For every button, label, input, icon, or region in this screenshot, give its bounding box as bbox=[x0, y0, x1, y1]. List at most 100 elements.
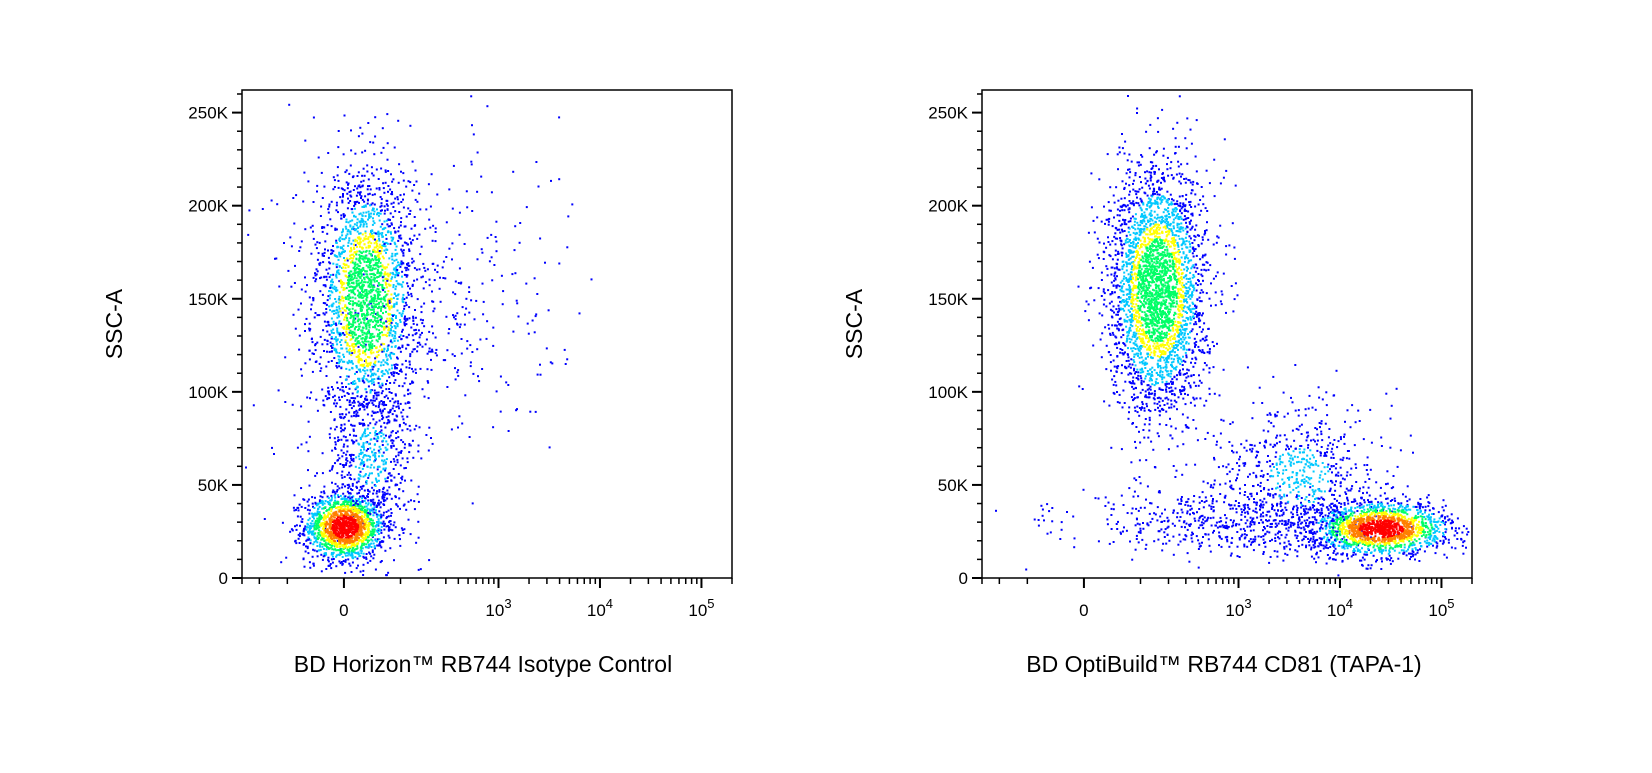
data-point bbox=[339, 240, 341, 242]
data-point bbox=[330, 496, 333, 499]
data-point bbox=[342, 510, 344, 513]
data-point bbox=[390, 446, 393, 449]
data-point bbox=[334, 228, 337, 231]
data-point bbox=[347, 183, 349, 186]
data-point bbox=[387, 170, 390, 172]
data-point bbox=[295, 524, 298, 527]
data-point bbox=[396, 273, 399, 276]
data-point bbox=[357, 512, 360, 515]
data-point bbox=[318, 521, 321, 524]
data-point bbox=[415, 371, 417, 374]
data-point bbox=[349, 164, 352, 167]
data-point bbox=[353, 530, 356, 533]
data-point bbox=[369, 280, 372, 282]
data-point bbox=[307, 498, 310, 501]
data-point bbox=[294, 539, 297, 542]
data-point bbox=[377, 391, 380, 394]
data-point bbox=[377, 432, 380, 435]
data-point bbox=[321, 538, 324, 541]
data-point bbox=[327, 321, 330, 324]
data-point bbox=[363, 454, 366, 456]
data-point bbox=[345, 522, 348, 525]
data-point bbox=[387, 328, 390, 331]
data-point bbox=[354, 527, 357, 529]
data-point bbox=[359, 407, 361, 410]
data-point bbox=[328, 393, 331, 396]
data-point bbox=[382, 439, 385, 442]
data-point bbox=[332, 250, 335, 253]
data-point bbox=[371, 522, 374, 525]
data-point bbox=[406, 428, 409, 431]
data-point bbox=[331, 303, 334, 306]
data-point bbox=[381, 287, 384, 290]
data-point bbox=[408, 451, 411, 454]
data-point bbox=[341, 360, 344, 363]
data-point bbox=[374, 477, 377, 480]
data-point bbox=[401, 244, 404, 247]
data-point bbox=[360, 270, 363, 272]
data-point bbox=[381, 410, 384, 413]
data-point bbox=[322, 527, 325, 530]
data-point bbox=[468, 311, 471, 314]
data-point bbox=[361, 309, 363, 312]
data-point bbox=[287, 269, 290, 272]
data-point bbox=[362, 351, 364, 354]
data-point bbox=[382, 451, 385, 454]
data-point bbox=[377, 449, 380, 452]
data-point bbox=[343, 238, 346, 241]
data-point bbox=[330, 540, 333, 543]
data-point bbox=[304, 362, 307, 365]
data-point bbox=[349, 564, 352, 567]
data-point bbox=[416, 298, 419, 301]
data-point bbox=[364, 429, 366, 432]
data-point bbox=[382, 372, 385, 375]
data-point bbox=[371, 507, 374, 510]
data-point bbox=[373, 296, 376, 299]
data-point bbox=[386, 358, 389, 361]
data-point bbox=[348, 387, 351, 390]
data-point bbox=[378, 212, 380, 215]
data-point bbox=[371, 368, 374, 371]
data-point bbox=[359, 282, 362, 285]
data-point bbox=[335, 526, 338, 528]
data-point bbox=[445, 221, 448, 224]
data-point bbox=[316, 184, 319, 187]
data-point bbox=[357, 536, 360, 539]
data-point bbox=[374, 568, 377, 571]
data-point bbox=[341, 280, 344, 283]
data-point bbox=[409, 287, 411, 290]
data-point bbox=[401, 475, 404, 478]
data-point bbox=[373, 383, 376, 386]
data-point bbox=[345, 181, 348, 184]
data-point bbox=[342, 535, 345, 538]
data-point bbox=[373, 389, 376, 392]
data-point bbox=[339, 542, 342, 545]
data-point bbox=[336, 527, 339, 530]
data-point bbox=[366, 509, 369, 512]
data-point bbox=[386, 349, 389, 351]
data-point bbox=[348, 523, 351, 526]
data-point bbox=[387, 415, 390, 418]
data-point bbox=[327, 390, 330, 393]
data-point bbox=[405, 366, 408, 369]
data-point bbox=[352, 440, 355, 443]
data-point bbox=[416, 323, 419, 326]
data-point bbox=[407, 264, 410, 267]
data-point bbox=[344, 339, 347, 342]
data-point bbox=[343, 214, 346, 217]
data-point bbox=[406, 274, 409, 277]
data-point bbox=[322, 490, 325, 493]
data-point bbox=[469, 365, 472, 368]
data-point bbox=[330, 386, 333, 388]
data-point bbox=[426, 268, 429, 271]
data-point bbox=[353, 255, 355, 258]
data-point bbox=[315, 273, 318, 276]
x-tick-label: 105 bbox=[688, 596, 714, 620]
data-point bbox=[389, 327, 392, 330]
data-point bbox=[357, 318, 360, 321]
data-point bbox=[379, 378, 382, 381]
data-point bbox=[396, 196, 399, 199]
data-point bbox=[338, 396, 340, 399]
data-point bbox=[336, 488, 339, 491]
data-point bbox=[391, 397, 394, 400]
